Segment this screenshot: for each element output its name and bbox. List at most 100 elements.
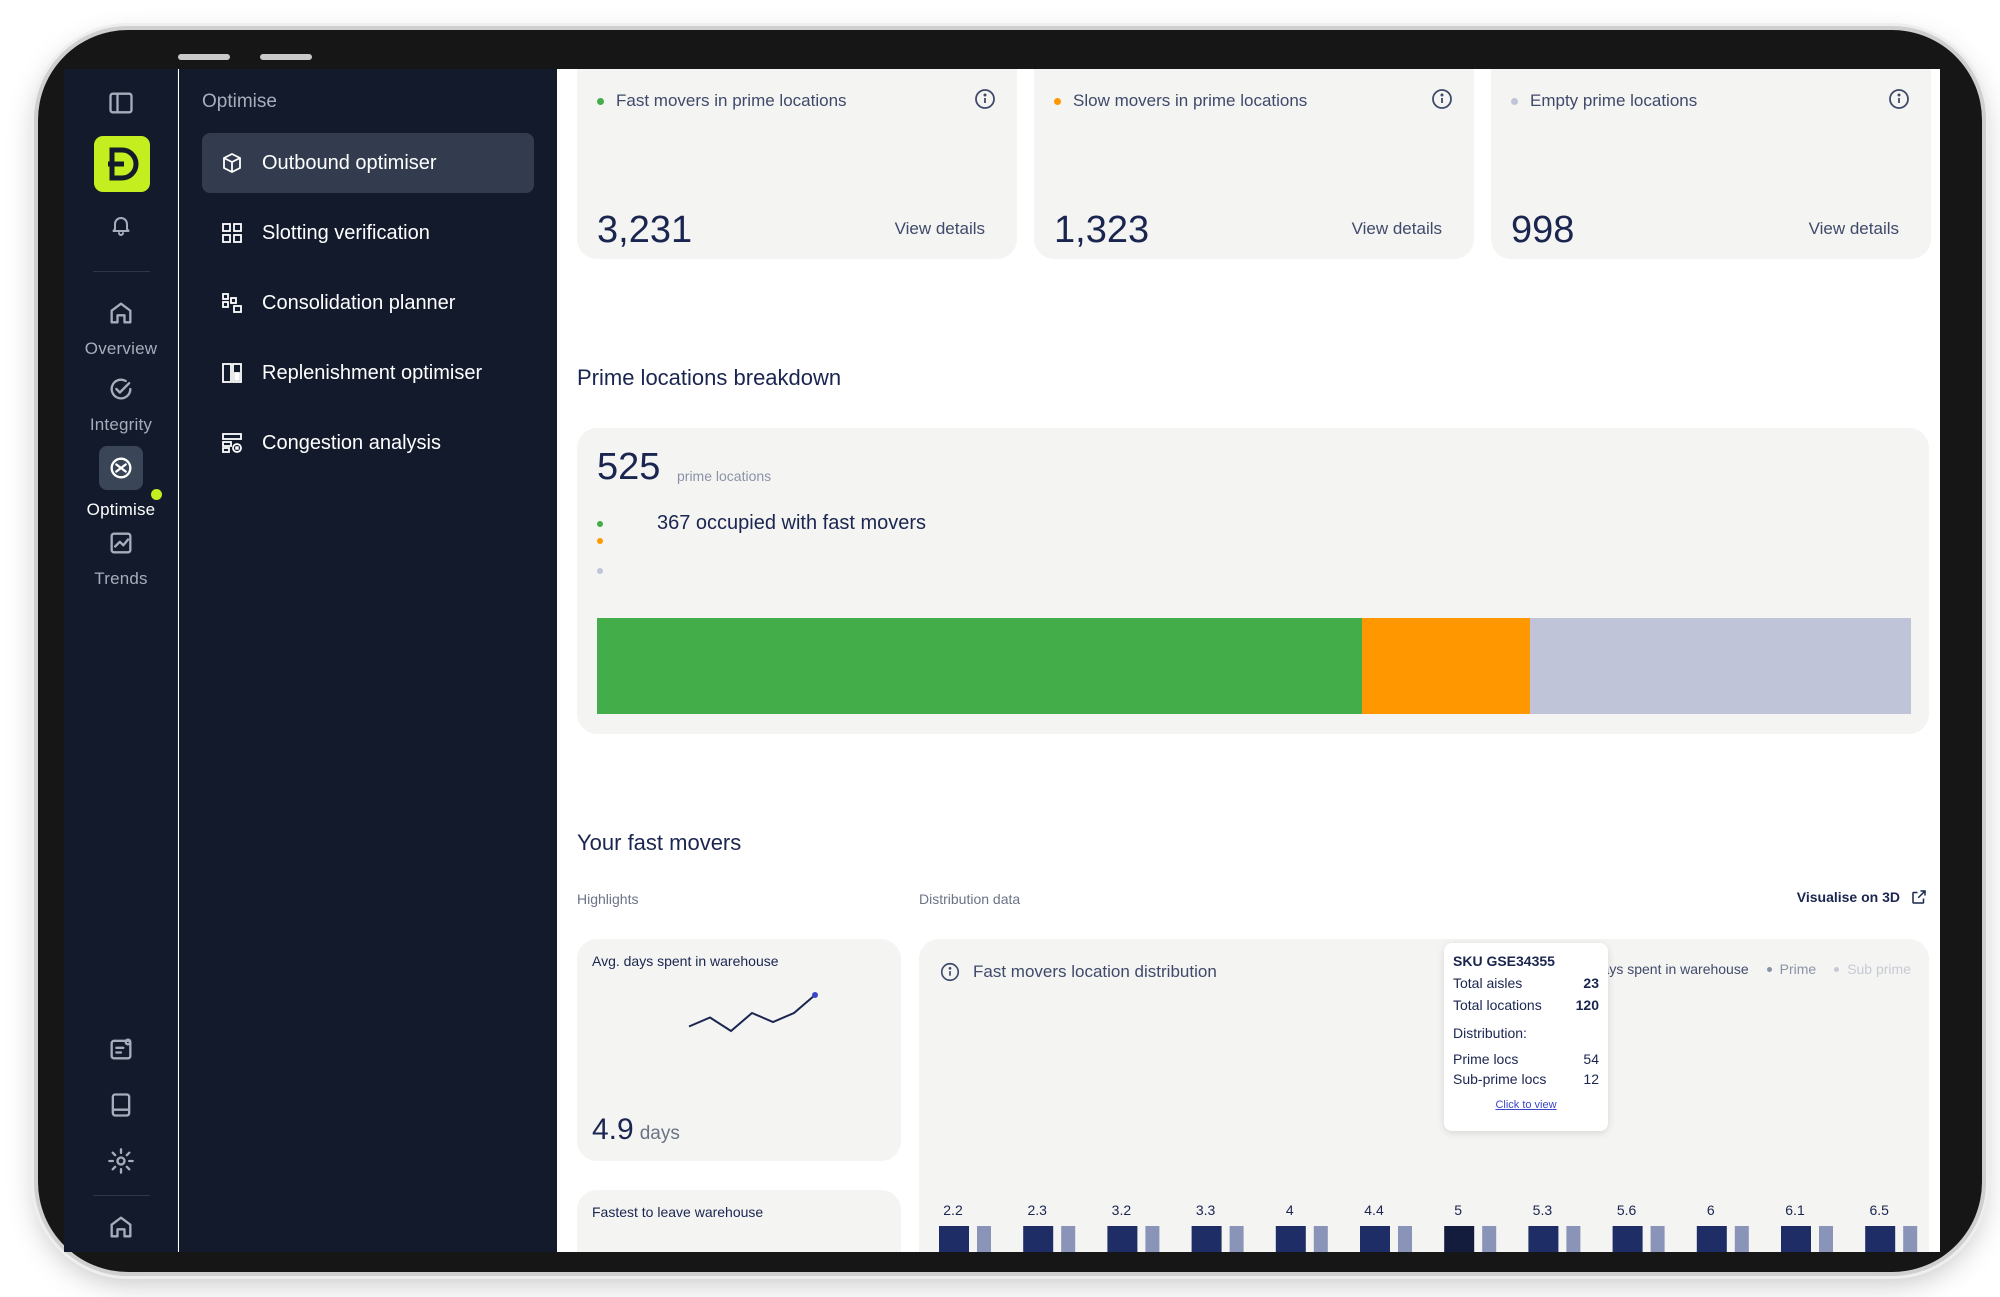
optimise-subnav: Optimise Outbound optimiser Slotting ver… xyxy=(179,69,557,1252)
bar-prime[interactable] xyxy=(1191,1226,1222,1252)
subnav-title: Optimise xyxy=(202,91,277,112)
bar-prime[interactable] xyxy=(1275,1226,1306,1252)
nav-trends-label: Trends xyxy=(94,569,148,588)
bar-prime[interactable] xyxy=(1107,1226,1138,1252)
congestion-icon xyxy=(222,433,242,453)
home-button[interactable] xyxy=(64,1213,178,1241)
sidebar-toggle[interactable] xyxy=(64,89,178,117)
tooltip-row: Sub-prime locs 12 xyxy=(1453,1071,1599,1087)
subnav-item-slotting-verification[interactable]: Slotting verification xyxy=(202,203,534,263)
bar-subprime[interactable] xyxy=(1650,1226,1665,1252)
bar-prime[interactable] xyxy=(1696,1226,1727,1252)
consolidate-icon xyxy=(222,293,242,313)
bar-prime[interactable] xyxy=(1865,1226,1896,1252)
nav-overview-label: Overview xyxy=(84,339,158,358)
status-dot xyxy=(1511,97,1518,105)
visualise-3d-link[interactable]: Visualise on 3D xyxy=(1797,888,1928,906)
bar-subprime[interactable] xyxy=(977,1226,991,1252)
subnav-item-congestion-analysis[interactable]: Congestion analysis xyxy=(202,413,534,473)
settings-button[interactable] xyxy=(64,1147,178,1175)
bar-subprime[interactable] xyxy=(1566,1226,1581,1252)
icon-rail: Overview Integrity Optimise Trends xyxy=(64,69,178,1252)
info-icon[interactable] xyxy=(939,961,961,983)
bar-prime[interactable] xyxy=(1528,1226,1559,1252)
info-icon[interactable] xyxy=(973,87,997,111)
nav-trends[interactable]: Trends xyxy=(64,529,178,589)
stat-card-slow-movers: Slow movers in prime locations 1,323 Vie… xyxy=(1034,69,1474,259)
hardware-button xyxy=(178,54,230,60)
notifications-button[interactable] xyxy=(64,213,178,237)
distribution-card: Fast movers location distribution . Avg.… xyxy=(919,939,1929,1252)
bar-prime[interactable] xyxy=(1612,1226,1643,1252)
breakdown-card: 525 prime locations 367 occupied with fa… xyxy=(577,428,1929,734)
bar-prime[interactable] xyxy=(939,1226,969,1252)
divider xyxy=(93,1195,150,1196)
grid-icon xyxy=(222,223,242,243)
stat-card-empty-prime: Empty prime locations 998 View details xyxy=(1491,69,1931,259)
bar-prime[interactable] xyxy=(1781,1226,1811,1252)
bar-segment-slow[interactable] xyxy=(1361,618,1530,714)
subnav-item-outbound-optimiser[interactable]: Outbound optimiser xyxy=(202,133,534,193)
docs-button[interactable] xyxy=(64,1091,178,1119)
bar-subprime[interactable] xyxy=(1398,1226,1412,1252)
info-icon[interactable] xyxy=(1887,87,1911,111)
legend-prime[interactable]: Prime xyxy=(1766,961,1817,977)
bar-category-label: 6.1 xyxy=(1785,1202,1805,1218)
subnav-item-label: Slotting verification xyxy=(262,221,430,244)
bar-subprime[interactable] xyxy=(1819,1226,1833,1252)
divider xyxy=(93,271,150,272)
gear-icon xyxy=(108,1148,134,1174)
view-details-link[interactable]: View details xyxy=(1351,219,1442,238)
distribution-title: Fast movers location distribution xyxy=(939,961,1217,983)
prime-total: 525 xyxy=(597,446,661,488)
stat-title: Empty prime locations xyxy=(1511,91,1697,111)
subnav-item-label: Congestion analysis xyxy=(262,431,441,454)
info-icon[interactable] xyxy=(1430,87,1454,111)
bar-category-label: 5.3 xyxy=(1533,1202,1553,1218)
tooltip-row: Total locations 120 xyxy=(1453,997,1599,1013)
screen: Overview Integrity Optimise Trends xyxy=(64,69,1940,1252)
bar-category-label: 6 xyxy=(1707,1202,1715,1218)
nav-integrity-label: Integrity xyxy=(89,415,153,434)
click-to-view-link[interactable]: Click to view xyxy=(1495,1099,1557,1111)
legend-item xyxy=(597,538,657,544)
subnav-item-consolidation-planner[interactable]: Consolidation planner xyxy=(202,273,534,333)
bar-category-label: 3.3 xyxy=(1196,1202,1216,1218)
bar-subprime[interactable] xyxy=(1313,1226,1328,1252)
bar-subprime[interactable] xyxy=(1734,1226,1749,1252)
legend-item: 367 occupied with fast movers xyxy=(597,512,926,535)
main-content: Fast movers in prime locations 3,231 Vie… xyxy=(557,69,1940,1252)
bar-segment-empty[interactable] xyxy=(1529,618,1911,714)
nav-integrity[interactable]: Integrity xyxy=(64,375,178,435)
sku-tooltip: SKU GSE34355 Total aisles 23 Total locati… xyxy=(1444,943,1608,1131)
legend-subprime[interactable]: Sub prime xyxy=(1834,961,1911,977)
app-logo[interactable] xyxy=(94,136,150,192)
bar-prime[interactable] xyxy=(1023,1226,1054,1252)
tooltip-value: 23 xyxy=(1583,975,1599,991)
highlight-card-avg-days[interactable]: Avg. days spent in warehouse 4.9 days xyxy=(577,939,901,1161)
view-details-link[interactable]: View details xyxy=(1808,219,1899,238)
bell-icon xyxy=(112,217,130,236)
highlight-card-fastest[interactable]: Fastest to leave warehouse xyxy=(577,1190,901,1252)
view-details-link[interactable]: View details xyxy=(894,219,985,238)
bar-segment-fast[interactable] xyxy=(597,618,1362,714)
highlights-label: Highlights xyxy=(577,891,639,907)
distribution-bar-chart: 2.2 2.3 3.2 3.3 4 4.4 5 5.3 5.6 6 6.1 6.5 xyxy=(939,1202,1918,1252)
bar-prime[interactable] xyxy=(1360,1226,1390,1252)
tooltip-distribution-label: Distribution: xyxy=(1453,1025,1527,1041)
subnav-item-replenishment-optimiser[interactable]: Replenishment optimiser xyxy=(202,343,534,403)
legend-prime-text: Prime xyxy=(1779,961,1817,977)
bar-subprime[interactable] xyxy=(1229,1226,1244,1252)
bar-subprime[interactable] xyxy=(1903,1226,1918,1252)
reports-button[interactable] xyxy=(64,1035,178,1063)
bar-subprime[interactable] xyxy=(1482,1226,1497,1252)
breakdown-bar[interactable] xyxy=(597,618,1911,714)
tooltip-label: Sub-prime locs xyxy=(1453,1071,1547,1087)
nav-overview[interactable]: Overview xyxy=(64,299,178,359)
nav-optimise[interactable]: Optimise xyxy=(64,446,178,520)
bar-subprime[interactable] xyxy=(1061,1226,1076,1252)
bar-subprime[interactable] xyxy=(1145,1226,1160,1252)
tooltip-value: 120 xyxy=(1575,997,1599,1013)
bar-prime[interactable] xyxy=(1444,1226,1475,1252)
sparkline-chart xyxy=(688,992,818,1033)
